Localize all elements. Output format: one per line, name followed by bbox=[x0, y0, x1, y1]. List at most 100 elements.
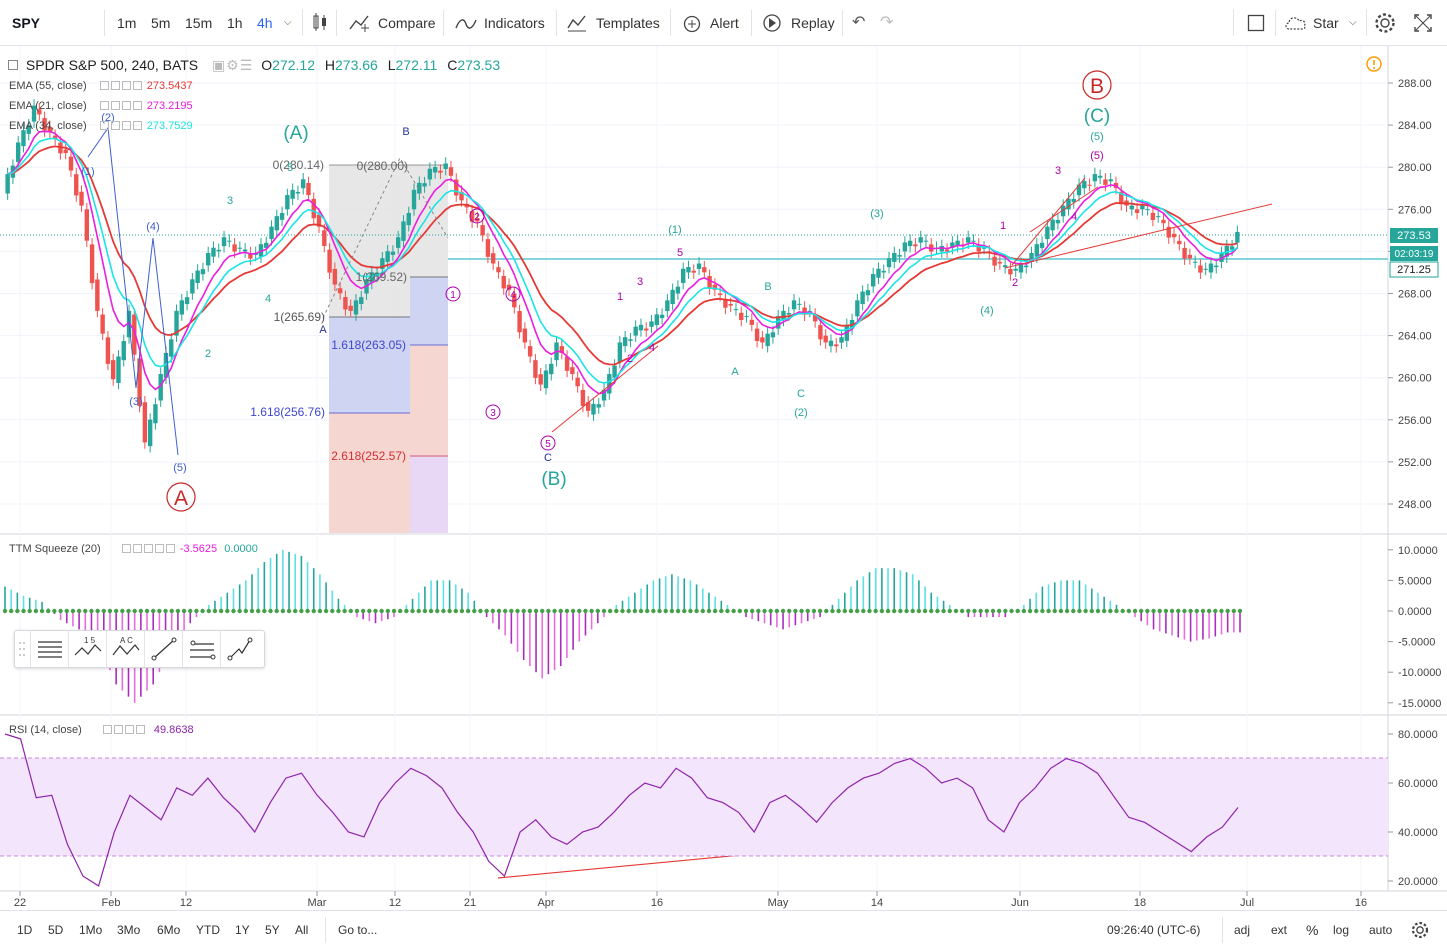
ttm-squeeze-dot bbox=[984, 608, 990, 614]
candle-body bbox=[527, 346, 533, 357]
alarm-clock-icon[interactable] bbox=[681, 0, 703, 46]
svg-text:2: 2 bbox=[474, 212, 480, 223]
interval-4h[interactable]: 4h bbox=[257, 15, 273, 31]
replay-button[interactable]: Replay bbox=[791, 15, 835, 31]
auto-toggle[interactable]: auto bbox=[1369, 923, 1393, 937]
percent-toggle[interactable]: % bbox=[1306, 922, 1319, 938]
candle-body bbox=[923, 240, 929, 242]
candle-body bbox=[1119, 191, 1124, 205]
ema-21-legend[interactable]: EMA (21, close) 273.2195 bbox=[9, 100, 193, 112]
ttm-squeeze-dot bbox=[719, 608, 724, 614]
candle-body bbox=[770, 332, 776, 338]
candle-body bbox=[374, 272, 380, 276]
legend-actions-icon[interactable] bbox=[99, 120, 144, 132]
ttm-squeeze-dot bbox=[885, 608, 891, 614]
candle-body bbox=[15, 142, 21, 162]
interval-5m[interactable]: 5m bbox=[151, 15, 171, 31]
range-ytd[interactable]: YTD bbox=[196, 923, 220, 937]
legend-actions-icon[interactable] bbox=[99, 100, 144, 112]
gear-icon[interactable] bbox=[1411, 911, 1429, 948]
indicators-icon[interactable] bbox=[455, 0, 477, 46]
chevron-down-icon[interactable]: ⌵ bbox=[284, 17, 292, 28]
replay-icon[interactable] bbox=[761, 0, 783, 46]
wave-12345-tool-icon[interactable]: 1 5 bbox=[69, 631, 107, 667]
candle-body bbox=[892, 252, 897, 262]
ema-55-legend[interactable]: EMA (55, close) 273.5437 bbox=[9, 80, 193, 92]
ttm-squeeze-dot bbox=[441, 608, 446, 614]
range-3mo[interactable]: 3Mo bbox=[117, 923, 141, 937]
drawing-toolbar: 1 5 A C bbox=[14, 630, 265, 668]
drag-handle[interactable] bbox=[15, 631, 31, 667]
candles-style-icon[interactable] bbox=[312, 0, 328, 46]
range-5d[interactable]: 5D bbox=[48, 923, 64, 937]
undo-icon[interactable]: ↶ bbox=[852, 14, 866, 31]
compare-button[interactable]: Compare bbox=[378, 15, 436, 31]
star-button[interactable]: Star bbox=[1313, 15, 1339, 31]
legend-actions-icon[interactable]: ▣⚙☰ bbox=[212, 57, 254, 73]
range-1mo[interactable]: 1Mo bbox=[79, 923, 103, 937]
range-6mo[interactable]: 6Mo bbox=[157, 923, 181, 937]
ttm-squeeze-dot bbox=[787, 608, 792, 614]
candle-body bbox=[89, 244, 95, 284]
compare-icon[interactable] bbox=[348, 0, 370, 46]
ttm-squeeze-dot bbox=[1200, 608, 1206, 614]
ttm-squeeze-dot bbox=[52, 608, 57, 614]
chevron-down-icon[interactable]: ⌵ bbox=[1349, 17, 1357, 28]
redo-icon[interactable]: ↷ bbox=[880, 14, 894, 31]
fib-extension-tool-icon[interactable] bbox=[221, 631, 259, 667]
time-tick-label: 12 bbox=[389, 897, 401, 909]
templates-icon[interactable] bbox=[566, 0, 588, 46]
ttm-squeeze-dot bbox=[780, 608, 786, 614]
ema-34-legend[interactable]: EMA (34, close) 273.7529 bbox=[9, 120, 193, 132]
ttm-squeeze-dot bbox=[645, 608, 650, 614]
warning-icon[interactable] bbox=[1366, 56, 1382, 72]
legend-actions-icon[interactable] bbox=[121, 543, 177, 555]
candle-body bbox=[401, 221, 406, 241]
adj-toggle[interactable]: adj bbox=[1234, 923, 1251, 937]
symbol-search[interactable]: SPY bbox=[12, 15, 41, 31]
candle-body bbox=[1192, 261, 1198, 263]
rsi-legend[interactable]: RSI (14, close) 49.8638 bbox=[9, 724, 194, 736]
interval-15m[interactable]: 15m bbox=[185, 15, 213, 31]
ttm-tick-label: -10.0000 bbox=[1398, 667, 1441, 679]
indicators-button[interactable]: Indicators bbox=[484, 15, 545, 31]
ttm-tick-label: 5.0000 bbox=[1398, 575, 1432, 587]
chart-area[interactable]: A B (A) (B) (C) (5) 0(280.14) 0(280.00) … bbox=[0, 46, 1447, 910]
svg-text:4: 4 bbox=[510, 290, 516, 301]
alert-button[interactable]: Alert bbox=[710, 15, 739, 31]
templates-button[interactable]: Templates bbox=[596, 15, 660, 31]
candle-body bbox=[1071, 198, 1076, 203]
candle-body bbox=[1008, 268, 1013, 275]
ext-toggle[interactable]: ext bbox=[1271, 923, 1288, 937]
range-1d[interactable]: 1D bbox=[17, 923, 33, 937]
layout-square-icon[interactable] bbox=[1247, 0, 1265, 46]
range-5y[interactable]: 5Y bbox=[265, 923, 280, 937]
clock-timezone[interactable]: 09:26:40 (UTC-6) bbox=[1107, 923, 1201, 937]
horizontal-lines-tool-icon[interactable] bbox=[31, 631, 69, 667]
ttm-legend[interactable]: TTM Squeeze (20) -3.5625 0.0000 bbox=[9, 543, 258, 555]
ema-21-line bbox=[7, 130, 1238, 395]
cloud-icon[interactable] bbox=[1283, 0, 1309, 46]
candle-body bbox=[612, 365, 617, 378]
wave-abc-tool-icon[interactable]: A C bbox=[107, 631, 145, 667]
legend-actions-icon[interactable] bbox=[102, 724, 147, 736]
ttm-tick-label: -15.0000 bbox=[1398, 698, 1441, 710]
legend-actions-icon[interactable] bbox=[99, 80, 144, 92]
interval-1h[interactable]: 1h bbox=[227, 15, 243, 31]
collapse-icon[interactable] bbox=[8, 60, 18, 70]
goto-button[interactable]: Go to... bbox=[338, 923, 378, 937]
ttm-squeeze-dot bbox=[669, 608, 675, 614]
range-all[interactable]: All bbox=[295, 923, 309, 937]
candle-body bbox=[622, 337, 628, 347]
gear-icon[interactable] bbox=[1374, 0, 1396, 46]
trend-line-tool-icon[interactable] bbox=[145, 631, 183, 667]
candle-body bbox=[1097, 175, 1103, 178]
log-toggle[interactable]: log bbox=[1333, 923, 1350, 937]
ttm-squeeze-dot bbox=[1132, 608, 1138, 614]
candle-body bbox=[132, 314, 137, 355]
fib-retracement-tool-icon[interactable] bbox=[183, 631, 221, 667]
candle-body bbox=[1076, 184, 1082, 196]
interval-1m[interactable]: 1m bbox=[117, 15, 137, 31]
fullscreen-icon[interactable] bbox=[1412, 0, 1434, 46]
range-1y[interactable]: 1Y bbox=[235, 923, 250, 937]
